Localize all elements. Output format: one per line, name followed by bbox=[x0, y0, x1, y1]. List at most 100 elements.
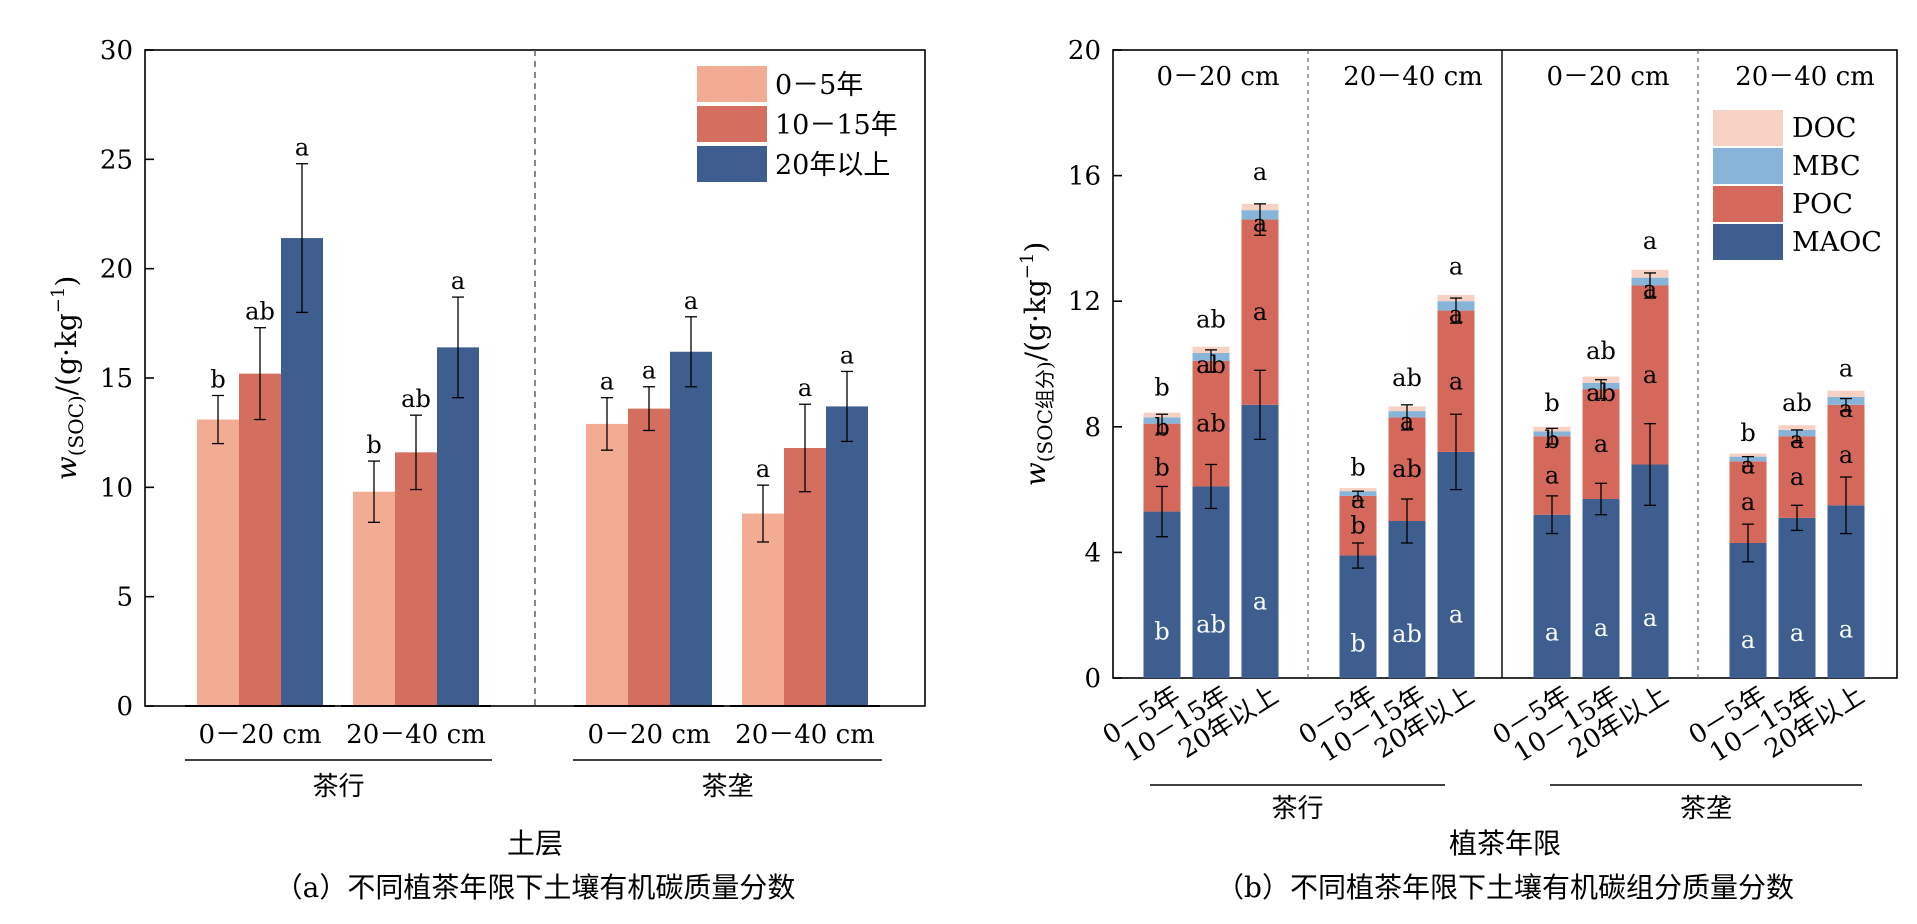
sig-letter-maoc-2-0: a bbox=[1545, 618, 1559, 646]
depth-label-a-1-1: 20－40 cm bbox=[735, 720, 875, 750]
sig-letter-maoc-2-2: a bbox=[1643, 604, 1657, 632]
sig-letter-mbc-3-1: a bbox=[1790, 426, 1804, 454]
sig-letter-doc-3-2: a bbox=[1839, 354, 1853, 382]
y-tick-label-a-4: 20 bbox=[100, 255, 133, 285]
y-tick-label-a-0: 0 bbox=[116, 692, 133, 722]
chart-a-y-title-sub: (SOC) bbox=[64, 395, 88, 456]
chart-b-y-title-close: ) bbox=[1019, 242, 1052, 253]
sig-letter-mbc-2-2: a bbox=[1643, 276, 1657, 304]
bar-a-0-1-2 bbox=[437, 347, 479, 706]
sig-letter-doc-2-0: b bbox=[1544, 389, 1559, 417]
legend-a-label-1: 0－5年 bbox=[775, 70, 863, 101]
sig-letter-a-0-1-2: a bbox=[451, 267, 465, 295]
sig-letter-poc-2-1: a bbox=[1594, 430, 1608, 458]
depth-label-a-0-0: 0－20 cm bbox=[198, 720, 321, 750]
chart-b-panel-label-1: 0－20 cm bbox=[1156, 62, 1279, 92]
seg-doc-1-0 bbox=[1339, 488, 1377, 492]
chart-a-y-title-close: ) bbox=[50, 276, 83, 287]
seg-doc-3-1 bbox=[1778, 425, 1816, 430]
sig-letter-mbc-0-1: ab bbox=[1196, 351, 1226, 379]
seg-poc-3-1 bbox=[1778, 436, 1816, 518]
chart-b-y-title-sup: −1 bbox=[1017, 253, 1038, 280]
chart-a-x-title: 土层 bbox=[507, 827, 563, 860]
sig-letter-doc-3-0: b bbox=[1740, 419, 1755, 447]
sig-letter-a-1-1-1: a bbox=[798, 374, 812, 402]
legend-b-swatch-doc bbox=[1713, 110, 1783, 146]
seg-maoc-1-1 bbox=[1388, 521, 1426, 678]
legend-a-swatch-2 bbox=[697, 106, 767, 142]
sig-letter-doc-0-2: a bbox=[1253, 158, 1267, 186]
sig-letter-maoc-3-1: a bbox=[1790, 619, 1804, 647]
bar-a-0-0-0 bbox=[197, 419, 239, 706]
sig-letter-doc-1-0: b bbox=[1350, 453, 1365, 481]
sig-letter-poc-3-0: a bbox=[1741, 488, 1755, 516]
y-tick-label-b-1: 4 bbox=[1084, 538, 1101, 568]
sig-letter-doc-3-1: ab bbox=[1782, 389, 1812, 417]
sig-letter-maoc-0-1: ab bbox=[1196, 610, 1226, 638]
sig-letter-poc-2-2: a bbox=[1643, 361, 1657, 389]
y-tick-label-b-4: 16 bbox=[1068, 162, 1101, 192]
chart-a-x-axis: 0－20 cm 20－40 cm 茶行 0－20 cm 20－40 cm 茶垄 bbox=[185, 720, 882, 802]
chart-a-y-title-unit: /(g·kg bbox=[50, 313, 83, 395]
chart-b-x-title: 植茶年限 bbox=[1449, 827, 1561, 860]
sig-letter-poc-2-0: a bbox=[1545, 461, 1559, 489]
sig-letter-poc-1-1: ab bbox=[1392, 455, 1422, 483]
legend-a-swatch-1 bbox=[697, 66, 767, 102]
chart-b-panel-label-2: 20－40 cm bbox=[1343, 62, 1483, 92]
sig-letter-doc-0-0: b bbox=[1154, 373, 1169, 401]
sig-letter-doc-2-1: ab bbox=[1586, 337, 1616, 365]
legend-a-label-2: 10－15年 bbox=[775, 110, 898, 141]
sig-letter-maoc-2-1: a bbox=[1594, 614, 1608, 642]
legend-b-label-maoc: MAOC bbox=[1792, 227, 1882, 258]
chart-a-y-title-main: w bbox=[50, 456, 83, 480]
sig-letter-a-0-0-1: ab bbox=[245, 298, 275, 326]
chart-b-panel-label-3: 0－20 cm bbox=[1546, 62, 1669, 92]
chart-b-y-axis: 0 4 8 12 16 20 bbox=[1068, 36, 1122, 694]
sig-letter-a-1-0-2: a bbox=[684, 287, 698, 315]
sig-letter-maoc-1-2: a bbox=[1449, 601, 1463, 629]
sig-letter-mbc-0-0: b bbox=[1154, 414, 1169, 442]
legend-b-label-mbc: MBC bbox=[1792, 151, 1861, 182]
chart-a-y-axis: 0 5 10 15 20 25 30 bbox=[100, 36, 154, 722]
depth-label-a-1-0: 0－20 cm bbox=[587, 720, 710, 750]
y-tick-label-a-5: 25 bbox=[100, 145, 133, 175]
bar-a-0-1-1 bbox=[395, 452, 437, 706]
seg-maoc-2-0 bbox=[1533, 514, 1571, 678]
sig-letter-doc-1-2: a bbox=[1449, 252, 1463, 280]
sig-letter-mbc-1-0: a bbox=[1351, 486, 1365, 514]
seg-maoc-3-0 bbox=[1729, 542, 1767, 678]
y-tick-label-a-3: 15 bbox=[100, 364, 133, 394]
seg-doc-3-0 bbox=[1729, 453, 1767, 457]
bar-a-1-1-0 bbox=[742, 513, 784, 706]
depth-label-a-0-1: 20－40 cm bbox=[346, 720, 486, 750]
chart-b-y-title-sub: (SOC组分) bbox=[1033, 361, 1057, 462]
sig-letter-maoc-3-0: a bbox=[1741, 626, 1755, 654]
legend-b-label-doc: DOC bbox=[1792, 113, 1856, 144]
sig-letter-poc-3-1: a bbox=[1790, 463, 1804, 491]
legend-b-swatch-maoc bbox=[1713, 224, 1783, 260]
legend-b-swatch-mbc bbox=[1713, 148, 1783, 184]
sig-letter-doc-2-2: a bbox=[1643, 227, 1657, 255]
chart-a-y-title: w(SOC)/(g·kg−1) bbox=[48, 276, 88, 481]
sig-letter-a-0-0-0: b bbox=[210, 365, 225, 393]
seg-doc-3-2 bbox=[1827, 390, 1865, 397]
sig-letter-maoc-0-0: b bbox=[1154, 617, 1169, 645]
seg-maoc-2-1 bbox=[1582, 499, 1620, 678]
sig-letter-doc-1-1: ab bbox=[1392, 364, 1422, 392]
bar-a-1-1-2 bbox=[826, 406, 868, 706]
sig-letter-poc-3-2: a bbox=[1839, 441, 1853, 469]
sig-letter-a-1-0-1: a bbox=[642, 357, 656, 385]
seg-maoc-0-1 bbox=[1192, 486, 1230, 678]
bar-a-1-0-0 bbox=[586, 423, 628, 706]
sig-letter-mbc-2-1: ab bbox=[1586, 379, 1616, 407]
sig-letter-a-1-1-0: a bbox=[756, 455, 770, 483]
sig-letter-mbc-2-0: b bbox=[1544, 426, 1559, 454]
sig-letter-poc-0-1: ab bbox=[1196, 410, 1226, 438]
sig-letter-mbc-1-2: a bbox=[1449, 301, 1463, 329]
y-tick-label-a-6: 30 bbox=[100, 36, 133, 66]
y-tick-label-b-3: 12 bbox=[1068, 287, 1101, 317]
y-tick-label-b-0: 0 bbox=[1084, 664, 1101, 694]
